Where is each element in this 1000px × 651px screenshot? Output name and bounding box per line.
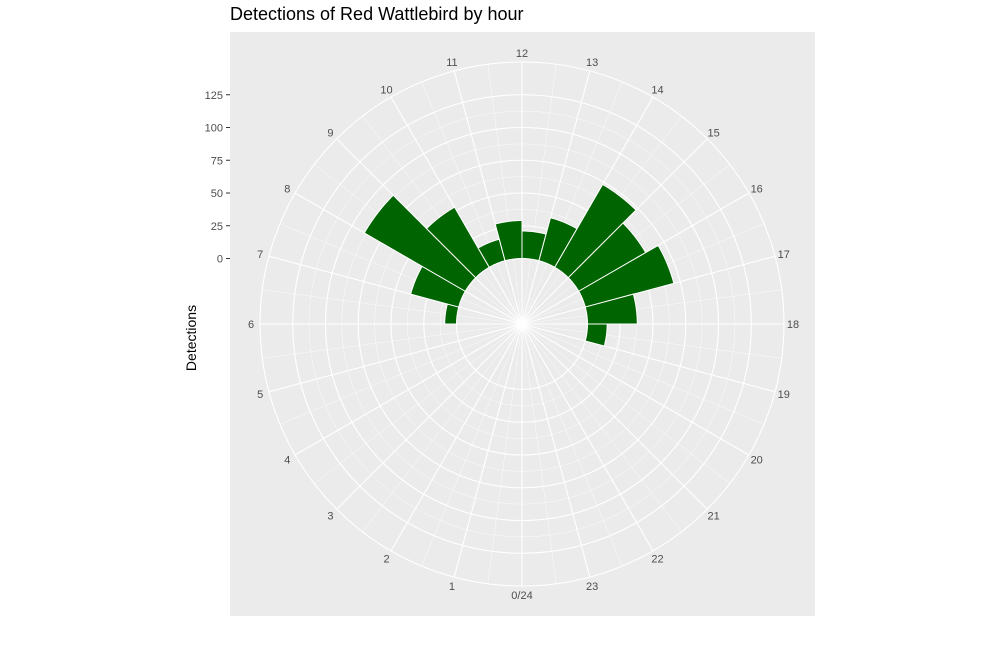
minor-grid-spoke: [521, 323, 782, 359]
y-axis-title: Detections: [183, 305, 199, 371]
y-tick-label: 125: [205, 90, 223, 102]
grid: [259, 61, 785, 587]
bars: [363, 183, 675, 347]
hour-label: 3: [327, 511, 333, 523]
major-grid-spoke: [521, 323, 654, 552]
minor-grid-spoke: [521, 323, 682, 533]
minor-grid-spoke: [279, 223, 523, 325]
hour-label: 5: [257, 389, 263, 401]
minor-grid-spoke: [262, 289, 523, 325]
minor-grid-spoke: [521, 64, 557, 325]
hour-label: 16: [751, 184, 763, 196]
hour-label: 14: [651, 84, 663, 96]
major-grid-spoke: [521, 70, 591, 325]
major-grid-spoke: [521, 323, 708, 510]
hour-label: 18: [787, 319, 799, 331]
y-tick-label: 0: [217, 254, 223, 266]
hour-label: 12: [516, 48, 528, 60]
hour-label: 8: [284, 184, 290, 196]
hour-label: 0/24: [511, 590, 532, 602]
minor-grid-spoke: [262, 323, 523, 359]
minor-grid-spoke: [421, 323, 523, 567]
major-grid-spoke: [390, 323, 523, 552]
major-grid-spoke: [521, 323, 591, 578]
minor-grid-spoke: [521, 289, 782, 325]
minor-grid-spoke: [362, 323, 523, 533]
bar-hour-18: [584, 323, 608, 347]
minor-grid-spoke: [521, 323, 731, 484]
hour-label: 4: [284, 455, 290, 467]
hour-label: 11: [446, 57, 457, 69]
major-grid-spoke: [268, 323, 523, 393]
minor-grid-spoke: [521, 323, 623, 567]
minor-grid-spoke: [313, 323, 523, 484]
major-grid-spoke: [336, 323, 523, 510]
hour-label: 20: [751, 455, 763, 467]
minor-grid-spoke: [521, 323, 557, 584]
y-tick-label: 25: [211, 221, 223, 233]
major-grid-spoke: [268, 255, 523, 325]
major-grid-spoke: [521, 323, 750, 456]
hour-label: 13: [586, 57, 598, 69]
hour-label: 7: [257, 249, 263, 261]
y-tick-label: 100: [205, 123, 223, 135]
minor-grid-spoke: [279, 323, 523, 425]
hour-label: 1: [449, 581, 455, 593]
hour-label: 23: [586, 581, 598, 593]
major-grid-spoke: [521, 323, 776, 393]
hour-label: 15: [707, 127, 719, 139]
chart-title: Detections of Red Wattlebird by hour: [230, 4, 524, 24]
hour-label: 21: [707, 511, 719, 523]
y-tick-label: 50: [211, 188, 223, 200]
major-grid-spoke: [453, 70, 523, 325]
hour-label: 17: [778, 249, 790, 261]
hour-label: 2: [383, 554, 389, 566]
hour-label: 10: [380, 84, 392, 96]
minor-grid-spoke: [521, 81, 623, 325]
minor-grid-spoke: [521, 323, 765, 425]
y-axis: 0 25 50 75 100 125: [205, 90, 230, 266]
minor-grid-spoke: [487, 323, 523, 584]
minor-grid-spoke: [421, 81, 523, 325]
hour-label: 6: [248, 319, 254, 331]
minor-grid-spoke: [487, 64, 523, 325]
hour-label: 22: [651, 554, 663, 566]
major-grid-spoke: [294, 323, 523, 456]
hour-label: 9: [327, 127, 333, 139]
hour-labels: 0/24123456789101112131415161718192021222…: [248, 48, 799, 602]
major-grid-spoke: [453, 323, 523, 578]
y-tick-label: 75: [211, 155, 223, 167]
hour-label: 19: [778, 389, 790, 401]
